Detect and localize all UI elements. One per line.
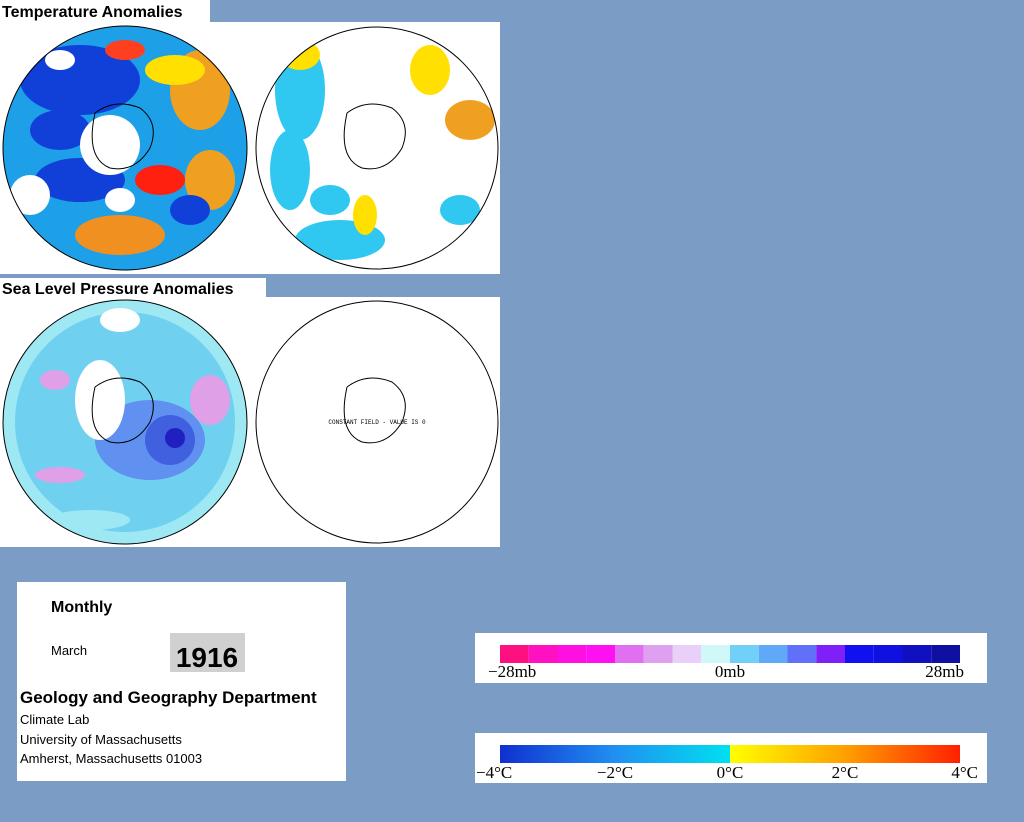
field-patch [45, 50, 75, 70]
info-box [17, 582, 346, 781]
globe [256, 301, 498, 543]
coastline [91, 377, 154, 444]
info-line: University of Massachusetts [20, 732, 182, 747]
field-patch [50, 510, 130, 530]
field-patch [135, 165, 185, 195]
field-patch [353, 195, 377, 235]
panel-title: Sea Level Pressure Anomalies [2, 281, 234, 298]
panel-title: Temperature Anomalies [2, 4, 183, 21]
legend-label: 2°C [832, 763, 859, 782]
color-bar-cell [586, 645, 615, 663]
field-patch [30, 110, 90, 150]
field-patch [185, 150, 235, 210]
info-line: Climate Lab [20, 712, 89, 727]
field-patch [270, 130, 310, 210]
color-bar-cell [787, 645, 817, 663]
legend-label: −2°C [597, 763, 633, 782]
color-bar-cell [643, 645, 673, 663]
legend-label: −4°C [476, 763, 512, 782]
color-bar-cell [672, 645, 702, 663]
field-patch [75, 360, 125, 440]
globe-outline [255, 26, 499, 270]
color-bar-cell [816, 645, 845, 663]
color-bar-cell [730, 645, 759, 663]
coastline [91, 103, 154, 170]
globe-outline [255, 300, 499, 544]
color-bar [500, 745, 960, 763]
color-bar-cell [500, 645, 529, 663]
field-patch [100, 308, 140, 332]
field-patch [165, 428, 185, 448]
legend-label: 0mb [715, 662, 745, 681]
legend-label: 28mb [925, 662, 964, 681]
color-bar-cell [873, 645, 903, 663]
legend-label: −28mb [488, 662, 536, 681]
globe [3, 26, 247, 270]
field-patch [105, 188, 135, 212]
field-patch [410, 45, 450, 95]
title-bg [0, 0, 210, 22]
legend-label: 0°C [717, 763, 744, 782]
field-patch [75, 215, 165, 255]
legend-label: 4°C [951, 763, 978, 782]
field-patch [445, 100, 495, 140]
field-patch [190, 375, 230, 425]
color-bar-cell [528, 645, 558, 663]
color-bar-cell [557, 645, 587, 663]
info-line: Amherst, Massachusetts 01003 [20, 751, 202, 766]
field-patch [105, 40, 145, 60]
field-patch [80, 115, 140, 175]
month: March [51, 643, 87, 658]
color-bar-cell [902, 645, 932, 663]
color-bar-cell [615, 645, 644, 663]
field-patch [40, 370, 70, 390]
year-box [170, 633, 245, 672]
globe [3, 300, 247, 544]
color-bar-cell [701, 645, 730, 663]
field-patch [145, 55, 205, 85]
field-patch [310, 185, 350, 215]
coastline [343, 377, 406, 444]
globe-outline [2, 299, 248, 545]
field-patch [35, 467, 85, 483]
field-patch [170, 195, 210, 225]
color-bar-cell [758, 645, 788, 663]
field-patch [256, 301, 498, 543]
color-bar-cell [931, 645, 960, 663]
title-bg [0, 278, 266, 297]
department: Geology and Geography Department [20, 688, 317, 707]
map-note: CONSTANT FIELD - VALUE IS 0 [328, 419, 426, 426]
year: 1916 [176, 642, 238, 673]
field-patch [10, 175, 50, 215]
field-patch [440, 195, 480, 225]
color-bar-cell [845, 645, 874, 663]
period: Monthly [51, 599, 112, 616]
globe-outline [2, 25, 248, 271]
coastline [343, 103, 406, 170]
